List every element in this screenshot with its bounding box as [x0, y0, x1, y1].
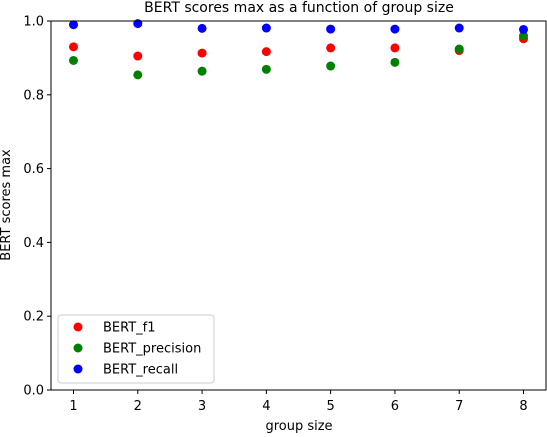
point-BERT_precision — [454, 44, 464, 54]
point-BERT_recall — [197, 23, 207, 33]
x-tick-label: 7 — [455, 399, 463, 414]
point-BERT_recall — [261, 23, 271, 33]
x-tick-label: 1 — [69, 399, 77, 414]
point-BERT_recall — [133, 19, 143, 29]
legend-marker — [73, 343, 83, 353]
y-tick-label: 0.8 — [23, 88, 44, 103]
legend-marker — [73, 322, 83, 332]
chart-title: BERT scores max as a function of group s… — [144, 0, 454, 16]
y-tick-label: 0.0 — [23, 384, 44, 399]
x-axis-ticks: 1 2 3 4 5 6 7 8 — [69, 390, 528, 414]
y-tick-label: 0.6 — [23, 162, 44, 177]
point-BERT_precision — [326, 61, 336, 71]
point-BERT_recall — [326, 24, 336, 34]
point-BERT_precision — [390, 57, 400, 67]
point-BERT_precision — [261, 64, 271, 74]
point-BERT_f1 — [326, 43, 336, 53]
x-axis-label: group size — [265, 419, 332, 433]
legend-box — [57, 314, 215, 384]
x-tick-label: 3 — [198, 399, 206, 414]
legend-label: BERT_precision — [103, 342, 201, 357]
point-BERT_recall — [69, 20, 78, 30]
legend: BERT_f1 BERT_precision BERT_recall — [57, 314, 215, 384]
point-BERT_recall — [454, 23, 464, 33]
point-BERT_precision — [133, 70, 143, 80]
y-axis-label: BERT scores max — [0, 149, 14, 261]
y-tick-label: 0.4 — [23, 236, 44, 251]
legend-label: BERT_recall — [103, 363, 178, 378]
x-tick-label: 8 — [519, 399, 527, 414]
y-tick-label: 0.2 — [23, 310, 44, 325]
point-BERT_f1 — [261, 47, 271, 57]
plot-frame — [50, 20, 547, 391]
point-BERT_precision — [197, 66, 207, 76]
point-BERT_f1 — [133, 51, 143, 61]
legend-label: BERT_f1 — [103, 321, 156, 336]
point-BERT_f1 — [390, 43, 400, 53]
point-BERT_f1 — [69, 42, 78, 52]
point-BERT_recall — [390, 24, 400, 34]
x-tick-label: 2 — [134, 399, 142, 414]
x-tick-label: 5 — [327, 399, 335, 414]
y-tick-label: 1.0 — [23, 15, 44, 30]
data-points — [69, 19, 528, 80]
y-axis-ticks: 0.0 0.2 0.4 0.6 0.8 1.0 — [23, 15, 51, 399]
point-BERT_f1 — [197, 48, 207, 58]
legend-marker — [73, 364, 83, 374]
x-tick-label: 4 — [262, 399, 270, 414]
point-BERT_precision — [69, 55, 78, 65]
point-BERT_precision — [519, 31, 528, 41]
point-BERT_recall — [519, 24, 528, 34]
x-tick-label: 6 — [391, 399, 399, 414]
